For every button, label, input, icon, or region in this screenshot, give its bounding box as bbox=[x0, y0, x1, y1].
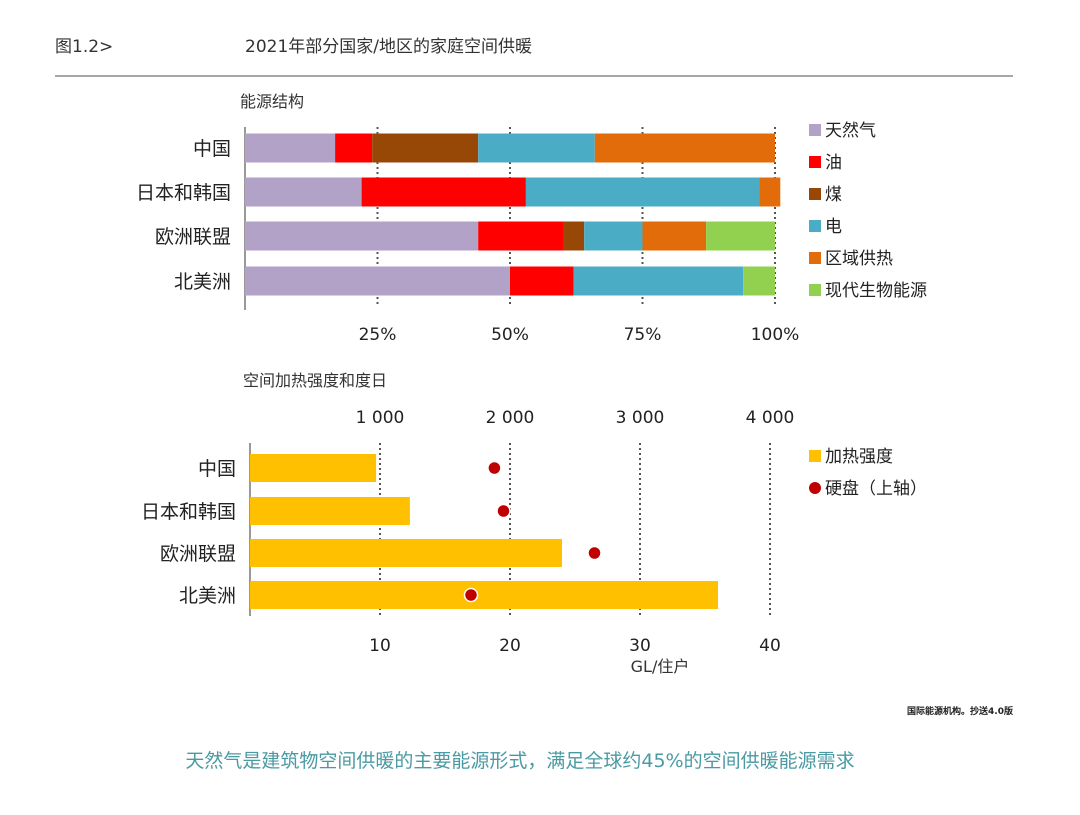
energy-mix-bar-segment bbox=[478, 221, 563, 251]
legend-label-item-3: 煤 bbox=[825, 185, 842, 205]
energy-mix-x-tick-label: 75% bbox=[624, 325, 662, 345]
heating-intensity-category-label: 日本和韩国 bbox=[141, 501, 236, 523]
legend-swatch-heating-intensity bbox=[809, 450, 821, 462]
energy-mix-bar-segment bbox=[706, 221, 775, 251]
energy-mix-bar-segment bbox=[525, 177, 760, 207]
energy-mix-bar-segment bbox=[372, 133, 479, 163]
legend-label-degree-days: 硬盘（上轴） bbox=[825, 479, 927, 499]
legend-label-item-1: 天然气 bbox=[825, 121, 876, 141]
legend-swatch-item-2 bbox=[809, 156, 821, 168]
energy-mix-bar-segment bbox=[245, 221, 479, 251]
legend-label-item-2: 油 bbox=[825, 153, 842, 173]
energy-mix-bar-segment bbox=[759, 177, 781, 207]
figure-title: 2021年部分国家/地区的家庭空间供暖 bbox=[245, 37, 532, 57]
energy-mix-bar-segment bbox=[245, 177, 362, 207]
heating-intensity-bar bbox=[250, 581, 718, 609]
heating-intensity-bottom-tick-label: 20 bbox=[499, 636, 521, 656]
heating-intensity-bottom-tick-label: 30 bbox=[629, 636, 651, 656]
heating-intensity-x-axis-label: GL/住户 bbox=[631, 657, 690, 676]
legend-swatch-item-5 bbox=[809, 252, 821, 264]
heating-intensity-top-tick-label: 3 000 bbox=[616, 408, 665, 428]
energy-mix-category-label: 北美洲 bbox=[174, 271, 231, 293]
energy-mix-bar-segment bbox=[510, 266, 574, 296]
degree-days-marker bbox=[487, 460, 502, 476]
degree-days-marker bbox=[463, 587, 479, 603]
energy-mix-category-label: 欧洲联盟 bbox=[155, 226, 231, 248]
energy-mix-bar-segment bbox=[642, 221, 707, 251]
energy-mix-bar-segment bbox=[584, 221, 643, 251]
legend-label-item-6: 现代生物能源 bbox=[825, 281, 927, 301]
degree-days-marker bbox=[496, 503, 511, 519]
energy-mix-category-label: 日本和韩国 bbox=[136, 182, 231, 204]
heating-intensity-bar bbox=[250, 539, 562, 567]
energy-mix-bar-segment bbox=[361, 177, 526, 207]
energy-mix-x-tick-label: 50% bbox=[491, 325, 529, 345]
energy-mix-category-label: 中国 bbox=[193, 138, 231, 160]
heating-intensity-bars bbox=[250, 454, 718, 609]
heating-intensity-title: 空间加热强度和度日 bbox=[243, 371, 387, 390]
heating-intensity-category-label: 欧洲联盟 bbox=[160, 543, 236, 565]
heating-intensity-category-label: 中国 bbox=[198, 458, 236, 480]
heating-intensity-top-ticks: 1 000 2 000 3 000 4 000 bbox=[356, 408, 795, 428]
caption: 天然气是建筑物空间供暖的主要能源形式，满足全球约45%的空间供暖能源需求 bbox=[185, 750, 854, 772]
heating-intensity-bottom-tick-label: 10 bbox=[369, 636, 391, 656]
heating-intensity-bottom-ticks: 10 20 30 40 bbox=[369, 636, 781, 656]
heating-intensity-gridlines bbox=[379, 443, 771, 616]
heating-intensity-category-label: 北美洲 bbox=[179, 585, 236, 607]
energy-mix-bar-segment bbox=[335, 133, 373, 163]
legend-label-item-4: 电 bbox=[825, 217, 842, 237]
energy-mix-bar-segment bbox=[594, 133, 775, 163]
energy-mix-x-tick-label: 25% bbox=[359, 325, 397, 345]
source-note: 国际能源机构。抄送4.0版 bbox=[907, 705, 1013, 717]
energy-mix-bar-segment bbox=[563, 221, 585, 251]
energy-mix-x-tick-label: 100% bbox=[751, 325, 800, 345]
legend-swatch-degree-days bbox=[809, 482, 821, 494]
energy-mix-title: 能源结构 bbox=[240, 92, 304, 111]
legend-swatch-item-3 bbox=[809, 188, 821, 200]
legend-swatch-item-6 bbox=[809, 284, 821, 296]
legend-label-heating-intensity: 加热强度 bbox=[825, 447, 893, 467]
energy-mix-bar-segment bbox=[245, 133, 336, 163]
heating-intensity-top-tick-label: 4 000 bbox=[746, 408, 795, 428]
heating-intensity-bar bbox=[250, 497, 410, 525]
legend-swatch-item-1 bbox=[809, 124, 821, 136]
energy-mix-x-ticks: 25% 50% 75% 100% bbox=[359, 325, 800, 345]
legend-label-item-5: 区域供热 bbox=[825, 249, 893, 269]
heating-intensity-top-tick-label: 1 000 bbox=[356, 408, 405, 428]
degree-days-marker bbox=[587, 545, 602, 561]
energy-mix-bars bbox=[245, 133, 781, 296]
energy-mix-bar-segment bbox=[573, 266, 744, 296]
energy-mix-bar-segment bbox=[743, 266, 775, 296]
degree-days-markers bbox=[463, 460, 602, 603]
energy-mix-bar-segment bbox=[245, 266, 510, 296]
figure-label: 图1.2> bbox=[55, 37, 113, 57]
heating-intensity-top-tick-label: 2 000 bbox=[486, 408, 535, 428]
heating-intensity-bottom-tick-label: 40 bbox=[759, 636, 781, 656]
legend-swatch-item-4 bbox=[809, 220, 821, 232]
heating-intensity-bar bbox=[250, 454, 377, 482]
energy-mix-bar-segment bbox=[478, 133, 595, 163]
